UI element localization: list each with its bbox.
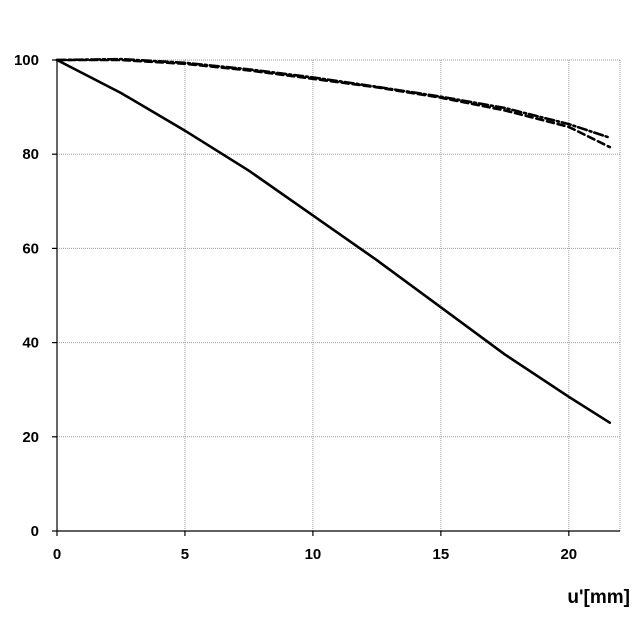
y-tick-label: 0 xyxy=(31,523,39,540)
grid-lines xyxy=(57,59,621,531)
x-tick-label: 15 xyxy=(433,546,450,563)
y-tick-label: 100 xyxy=(14,52,39,69)
series-lines xyxy=(55,57,612,424)
y-tick-label: 60 xyxy=(22,240,39,257)
series-line-dash-dot xyxy=(55,57,612,139)
x-tick-label: 20 xyxy=(560,546,577,563)
x-tick-label: 0 xyxy=(53,546,61,563)
x-tick-label: 5 xyxy=(181,546,189,563)
y-tick-label: 80 xyxy=(22,146,39,163)
y-tick-label: 40 xyxy=(22,335,39,352)
axes xyxy=(56,60,620,532)
tick-labels: 0 20 40 60 80 100 0 5 10 15 20 xyxy=(14,52,577,563)
y-tick-label: 20 xyxy=(22,429,39,446)
x-axis-title: u'[mm] xyxy=(567,587,630,608)
series-line-solid xyxy=(55,58,612,424)
x-tick-label: 10 xyxy=(305,546,322,563)
